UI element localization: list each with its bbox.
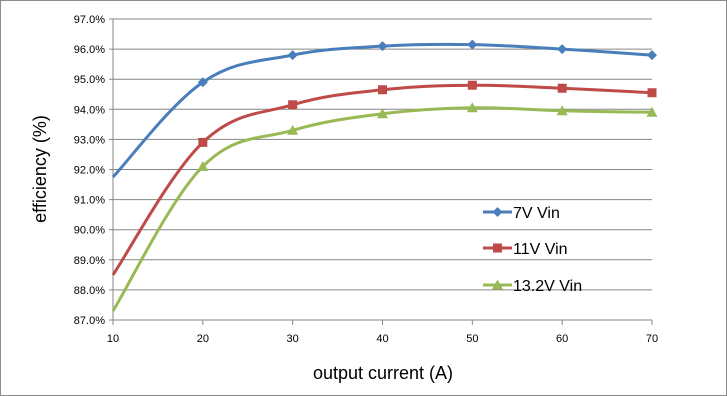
y-tick-label: 96.0% <box>74 44 105 56</box>
data-point <box>287 50 298 61</box>
legend-marker <box>493 243 502 253</box>
data-point <box>467 80 477 90</box>
data-point <box>556 105 568 116</box>
data-point <box>377 41 388 52</box>
legend-label: 11V Vin <box>513 241 568 258</box>
x-tick-label: 20 <box>197 333 209 345</box>
legend-item-13-2v-vin: 13.2V Vin <box>483 278 582 295</box>
data-point <box>197 160 209 171</box>
series-11v-vin <box>111 80 657 276</box>
y-tick-label: 97.0% <box>74 14 105 26</box>
legend-label: 7V Vin <box>513 205 560 222</box>
data-point <box>647 88 657 98</box>
data-point <box>377 108 388 119</box>
legend-marker <box>492 207 503 217</box>
x-tick-label: 10 <box>107 333 119 345</box>
x-tick-label: 70 <box>646 333 658 345</box>
data-point <box>378 85 387 95</box>
data-point <box>647 50 657 61</box>
y-tick-label: 89.0% <box>74 255 105 267</box>
x-tick-label: 30 <box>287 333 299 345</box>
y-axis-ticks: 87.0% 88.0% 89.0% 90.0% 91.0% 92.0% 93.0% 94.0%… <box>74 14 113 327</box>
x-tick-label: 40 <box>376 333 388 345</box>
legend-marker <box>492 279 503 290</box>
data-point <box>557 44 568 55</box>
data-point <box>288 100 298 110</box>
y-tick-label: 95.0% <box>74 74 105 86</box>
y-tick-label: 94.0% <box>74 104 105 116</box>
data-point <box>466 102 478 113</box>
x-tick-label: 60 <box>556 333 568 345</box>
data-point <box>557 83 567 93</box>
data-point <box>467 39 478 50</box>
gridlines <box>113 18 652 321</box>
legend-item-7v-vin: 7V Vin <box>483 205 560 222</box>
series-layer <box>111 39 658 312</box>
y-axis-title: efficiency (%) <box>30 115 50 223</box>
data-point <box>197 77 208 88</box>
data-point <box>646 106 658 117</box>
legend-item-11v-vin: 11V Vin <box>483 241 568 258</box>
legend: 7V Vin 11V Vin 13.2V Vin <box>483 205 582 295</box>
y-tick-label: 91.0% <box>74 195 105 207</box>
y-tick-label: 92.0% <box>74 165 105 177</box>
legend-label: 13.2V Vin <box>513 278 582 295</box>
y-tick-label: 90.0% <box>74 225 105 237</box>
x-axis-title: output current (A) <box>313 363 453 383</box>
data-point <box>287 124 299 135</box>
data-point <box>198 137 208 147</box>
x-tick-label: 50 <box>466 333 478 345</box>
y-tick-label: 93.0% <box>74 134 105 146</box>
series-13-2v-vin <box>111 102 658 312</box>
y-tick-label: 88.0% <box>74 285 105 297</box>
y-tick-label: 87.0% <box>74 315 105 327</box>
series-7v-vin <box>111 39 657 179</box>
x-axis-ticks: 10 20 30 40 50 60 70 <box>107 320 658 345</box>
